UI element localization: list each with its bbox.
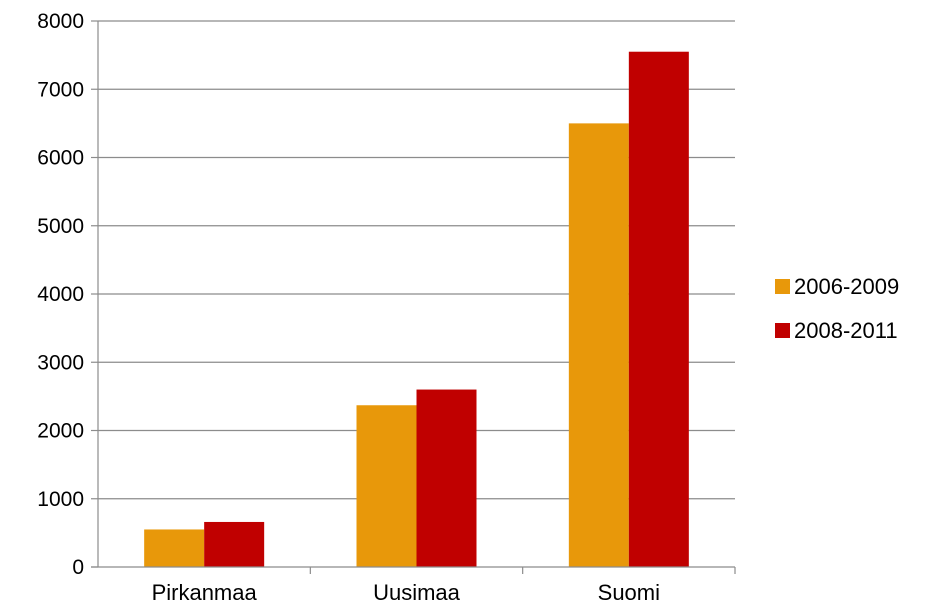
y-tick-label: 5000 (37, 215, 84, 238)
gridlines (98, 20, 735, 500)
x-category-labels: Pirkanmaa Uusimaa Suomi (152, 580, 660, 605)
axes (91, 20, 736, 574)
y-tick-label: 4000 (37, 283, 84, 306)
bar-2008-2011-Pirkanmaa (204, 521, 265, 567)
x-category-label: Uusimaa (373, 580, 461, 605)
legend-swatch (775, 323, 790, 338)
y-tick-label: 1000 (37, 488, 84, 511)
y-tick-label: 3000 (37, 351, 84, 374)
legend-swatch (775, 279, 790, 294)
y-tick-label: 7000 (37, 78, 84, 101)
legend-label: 2006-2009 (794, 274, 899, 299)
bars (144, 51, 689, 567)
x-category-label: Suomi (598, 580, 660, 605)
x-category-label: Pirkanmaa (152, 580, 258, 605)
legend: 2006-2009 2008-2011 (775, 274, 899, 343)
bar-2006-2009-Uusimaa (356, 405, 417, 567)
y-tick-labels: 0 1000 2000 3000 4000 5000 6000 7000 8000 (37, 10, 84, 579)
y-tick-label: 6000 (37, 147, 84, 170)
y-tick-label: 8000 (37, 10, 84, 33)
bar-2008-2011-Uusimaa (416, 389, 477, 567)
bar-2008-2011-Suomi (628, 51, 689, 567)
bar-2006-2009-Pirkanmaa (144, 529, 205, 567)
bar-2006-2009-Suomi (568, 123, 629, 567)
legend-label: 2008-2011 (794, 318, 898, 343)
y-tick-label: 0 (72, 556, 84, 579)
y-tick-label: 2000 (37, 420, 84, 443)
